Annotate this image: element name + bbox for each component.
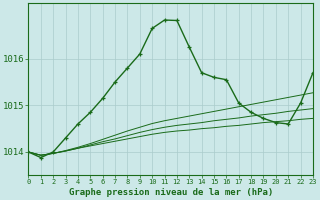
X-axis label: Graphe pression niveau de la mer (hPa): Graphe pression niveau de la mer (hPa) xyxy=(68,188,273,197)
